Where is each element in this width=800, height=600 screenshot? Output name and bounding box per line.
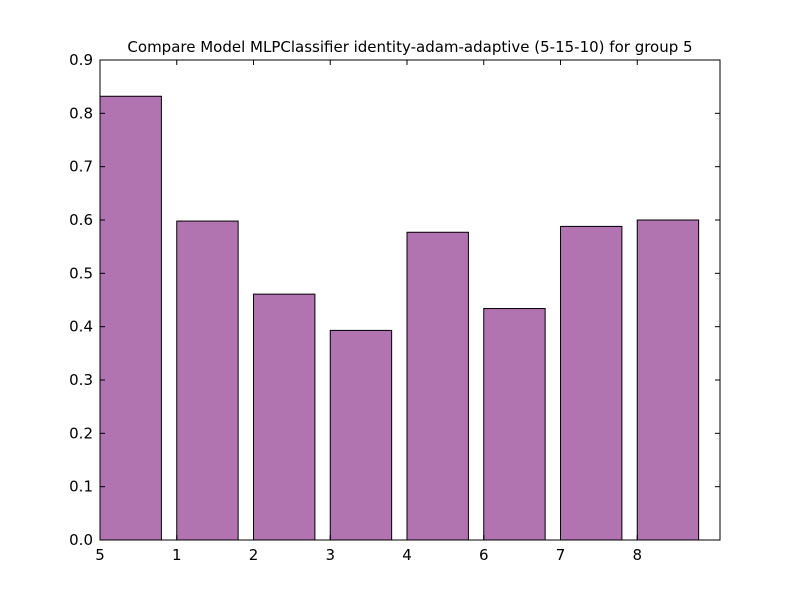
y-tick-label: 0.0 bbox=[69, 531, 93, 549]
y-tick-label: 0.5 bbox=[69, 264, 93, 282]
y-tick-label: 0.4 bbox=[69, 318, 93, 336]
y-tick-label: 0.7 bbox=[69, 158, 93, 176]
bar-7 bbox=[560, 225, 623, 541]
bar-1 bbox=[176, 220, 239, 541]
axes-layer bbox=[99, 59, 721, 541]
bar-6 bbox=[483, 308, 546, 541]
x-tick-label: 8 bbox=[632, 546, 642, 564]
bars-layer bbox=[99, 95, 700, 541]
x-tick-label: 5 bbox=[95, 546, 105, 564]
chart-title: Compare Model MLPClassifier identity-ada… bbox=[127, 38, 692, 56]
x-tick-label: 1 bbox=[172, 546, 182, 564]
x-tick-label: 6 bbox=[479, 546, 489, 564]
y-tick-label: 0.2 bbox=[69, 424, 93, 442]
bar-5 bbox=[99, 95, 162, 541]
x-tick-label: 4 bbox=[402, 546, 412, 564]
bar-4 bbox=[406, 231, 469, 541]
x-tick-label: 3 bbox=[325, 546, 335, 564]
y-tick-label: 0.1 bbox=[69, 478, 93, 496]
ticks-layer: 0.0 0.1 0.2 0.3 0.4 0.5 0.6 0.7 0.8 0.9 5 1 2 3 4 6 7 8 bbox=[69, 51, 720, 564]
x-tick-label: 7 bbox=[556, 546, 566, 564]
y-tick-label: 0.9 bbox=[69, 51, 93, 69]
axes-frame bbox=[99, 59, 721, 541]
y-tick-label: 0.6 bbox=[69, 211, 93, 229]
y-tick-label: 0.8 bbox=[69, 104, 93, 122]
bar-8 bbox=[636, 219, 700, 541]
bar-2 bbox=[253, 293, 316, 541]
y-tick-label: 0.3 bbox=[69, 371, 93, 389]
bar-3 bbox=[329, 329, 393, 541]
x-tick-label: 2 bbox=[249, 546, 259, 564]
